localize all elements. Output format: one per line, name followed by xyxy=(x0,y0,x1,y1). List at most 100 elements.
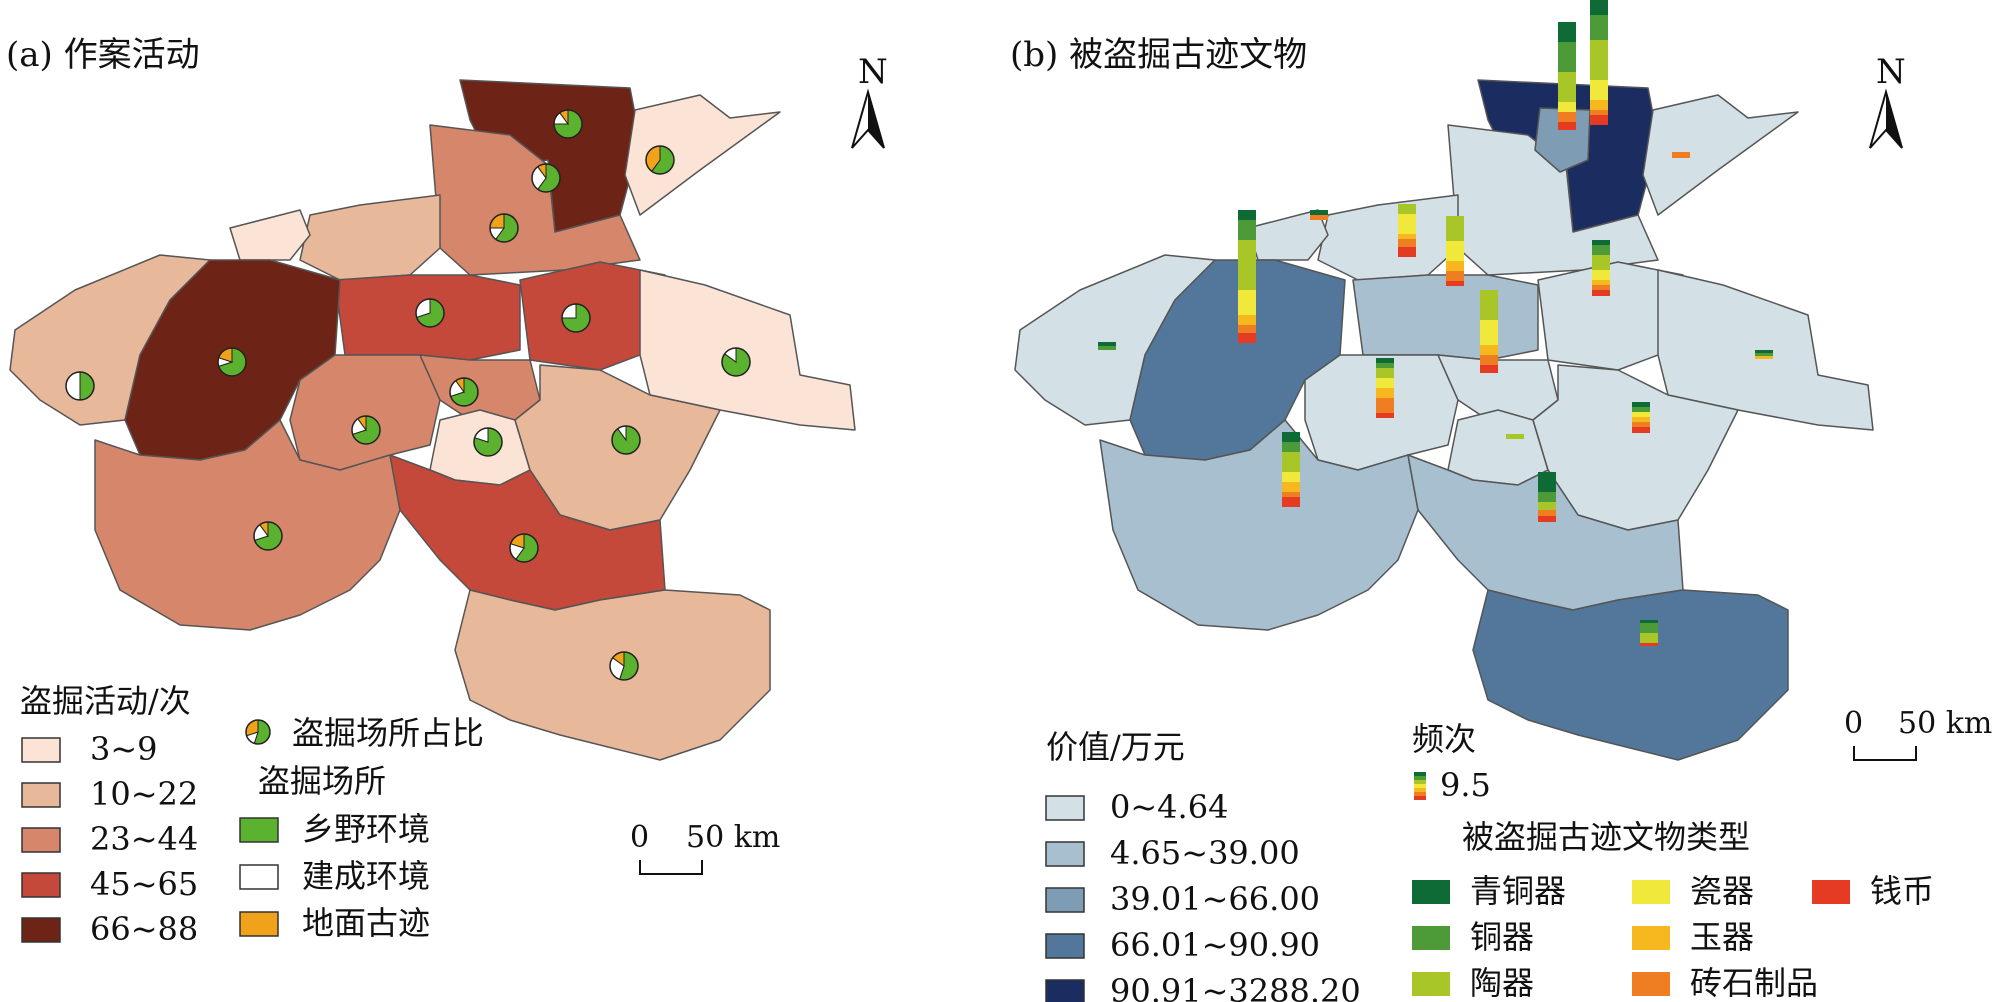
class-swatch xyxy=(21,917,61,943)
panel-a: (a) 作案活动 N xyxy=(6,35,888,948)
pie-marker xyxy=(553,109,583,139)
type-label: 青铜器 xyxy=(1470,872,1566,910)
type-swatch xyxy=(1632,880,1670,904)
value-label: 66.01~90.90 xyxy=(1110,926,1320,964)
class-swatch xyxy=(21,782,61,808)
class-label: 10~22 xyxy=(90,775,198,813)
pie-legend-label: 盗掘场所占比 xyxy=(292,714,484,752)
scale-zero-label: 0 xyxy=(1844,706,1863,741)
scale-distance-label: 50 km xyxy=(1898,706,1992,741)
class-legend-title: 盗掘活动/次 xyxy=(20,682,191,720)
region-hebi-xinxiang xyxy=(429,124,641,276)
pie-legend-icon xyxy=(245,719,271,745)
pie-marker xyxy=(489,213,519,243)
pie-marker xyxy=(609,651,639,681)
type-legend-title: 被盗掘古迹文物类型 xyxy=(1462,818,1750,856)
value-label: 0~4.64 xyxy=(1110,788,1228,826)
stacked-bar xyxy=(1098,342,1116,350)
region-jiyuan xyxy=(229,209,311,261)
frequency-value: 9.5 xyxy=(1440,766,1491,804)
pie-marker xyxy=(351,415,381,445)
region-xinyang xyxy=(1472,589,1789,761)
panel-b-map xyxy=(1014,79,1874,761)
value-swatch xyxy=(1045,795,1085,821)
type-swatch xyxy=(1412,926,1450,950)
stacked-bar xyxy=(1446,216,1464,286)
stacked-bar xyxy=(1506,434,1524,439)
pie-marker xyxy=(253,521,283,551)
stacked-bar xyxy=(1480,290,1498,373)
class-swatch xyxy=(21,872,61,898)
region-pingdingshan-north xyxy=(289,354,441,471)
class-label: 66~88 xyxy=(90,910,198,948)
type-label: 瓷器 xyxy=(1690,872,1754,910)
scale-zero-label: 0 xyxy=(630,820,649,855)
value-swatch xyxy=(1045,979,1085,1002)
site-swatch xyxy=(239,817,279,843)
region-puyang xyxy=(624,94,781,216)
value-label: 39.01~66.00 xyxy=(1110,880,1320,918)
stacked-bar xyxy=(1376,358,1394,418)
type-swatch xyxy=(1412,880,1450,904)
pie-marker xyxy=(645,145,675,175)
frequency-bar-icon xyxy=(1414,772,1426,800)
region-jiyuan xyxy=(1247,209,1329,261)
region-jiaozuo xyxy=(1317,194,1459,281)
type-swatch xyxy=(1632,972,1670,996)
panel-b-north-arrow: N xyxy=(1869,52,1906,149)
region-zhumadian xyxy=(389,454,666,611)
panel-a-north-arrow: N xyxy=(851,52,888,149)
type-swatch xyxy=(1412,972,1450,996)
panel-b-frequency-legend: 频次 9.5 xyxy=(1412,720,1491,804)
region-jiaozuo xyxy=(299,194,441,281)
value-label: 90.91~3288.20 xyxy=(1110,972,1361,1002)
panel-a-title: (a) 作案活动 xyxy=(6,35,200,75)
site-swatch xyxy=(239,911,279,937)
frequency-legend-title: 频次 xyxy=(1412,720,1476,758)
value-swatch xyxy=(1045,841,1085,867)
pie-marker xyxy=(561,303,591,333)
stacked-bar xyxy=(1238,210,1256,343)
site-label: 建成环境 xyxy=(302,857,430,895)
panel-a-pies xyxy=(65,109,751,681)
class-label: 23~44 xyxy=(90,820,198,858)
class-swatch xyxy=(21,737,61,763)
pie-marker xyxy=(509,533,539,563)
class-swatch xyxy=(21,827,61,853)
pie-marker xyxy=(65,371,95,401)
type-swatch xyxy=(1812,880,1850,904)
region-shangqiu xyxy=(639,269,856,431)
scale-distance-label: 50 km xyxy=(686,820,780,855)
pie-marker xyxy=(449,377,479,407)
type-label: 陶器 xyxy=(1470,964,1534,1002)
site-swatch xyxy=(239,864,279,890)
panel-b: (b) 被盗掘古迹文物 N xyxy=(1010,0,1992,1002)
panel-b-scale-bar: 0 50 km xyxy=(1844,706,1992,761)
stacked-bar xyxy=(1632,402,1650,433)
pie-marker xyxy=(473,427,503,457)
value-legend-title: 价值/万元 xyxy=(1046,728,1185,766)
stacked-bar xyxy=(1538,472,1556,522)
region-zhumadian xyxy=(1407,454,1684,611)
stacked-bar xyxy=(1558,22,1576,130)
site-label: 乡野环境 xyxy=(302,810,430,848)
region-zhengzhou xyxy=(1352,274,1539,361)
stacked-bar xyxy=(1592,240,1610,296)
pie-marker xyxy=(415,298,445,328)
pie-marker xyxy=(611,425,641,455)
type-label: 砖石制品 xyxy=(1690,964,1818,1002)
type-label: 玉器 xyxy=(1690,918,1754,956)
stacked-bar xyxy=(1640,620,1658,646)
type-swatch xyxy=(1632,926,1670,950)
type-label: 铜器 xyxy=(1470,918,1534,956)
stacked-bar xyxy=(1672,152,1690,158)
panel-a-class-legend: 盗掘活动/次 3~9 10~22 23~44 45~65 66~88 xyxy=(20,682,198,948)
region-hebi-center xyxy=(1534,107,1591,173)
type-label: 钱币 xyxy=(1870,872,1934,910)
panel-a-map xyxy=(9,79,856,761)
value-label: 4.65~39.00 xyxy=(1110,834,1300,872)
panel-b-value-legend: 价值/万元 0~4.64 4.65~39.00 39.01~66.00 66.01~9… xyxy=(1045,728,1361,1002)
stacked-bar xyxy=(1310,210,1328,220)
